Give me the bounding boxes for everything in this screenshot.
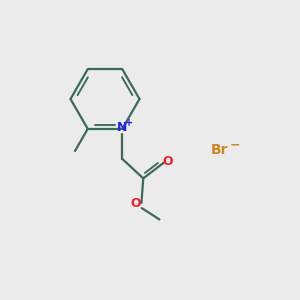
Text: +: + [125, 118, 133, 128]
Text: Br: Br [210, 143, 228, 157]
Text: O: O [130, 197, 141, 210]
Text: O: O [162, 155, 173, 168]
Text: N: N [117, 122, 128, 134]
Text: −: − [230, 139, 240, 152]
